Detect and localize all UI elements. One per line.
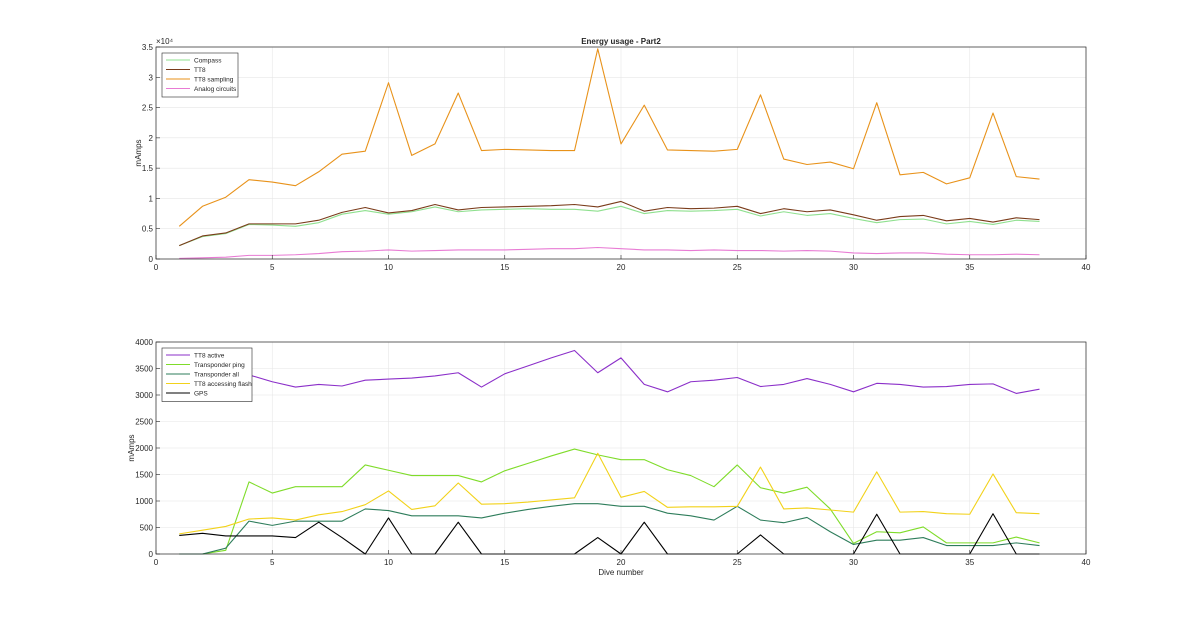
y-tick-label: 500	[140, 524, 154, 533]
legend-label-gps: GPS	[194, 390, 208, 397]
y-tick-label: 2500	[135, 418, 153, 427]
y-tick-label: 0	[149, 550, 154, 559]
series-line-compass	[179, 205, 1040, 247]
legend-label-tt8-active: TT8 active	[194, 352, 225, 359]
chart-title: Energy usage - Part2	[581, 37, 661, 46]
x-tick-label: 35	[965, 263, 974, 272]
x-tick-label: 15	[500, 558, 509, 567]
legend: Compass TT8 TT8 sampling Analog circuits	[161, 52, 239, 98]
series-line-tt8-sampling	[178, 48, 1040, 227]
x-axis-label: Dive number	[598, 568, 644, 577]
x-tick-label: 20	[617, 558, 626, 567]
y-exponent-label: ×10⁴	[156, 37, 174, 46]
legend-label-compass: Compass	[194, 57, 222, 64]
y-tick-label: 2.5	[142, 104, 154, 113]
legend-label-tt8-sampling: TT8 sampling	[194, 76, 234, 83]
y-tick-label: 1500	[135, 471, 153, 480]
legend-label-transponder-all: Transponder all	[194, 371, 239, 378]
series-line-transponder-all	[179, 503, 1040, 555]
y-axis-label: mAmps	[127, 434, 136, 461]
tick-labels: 0 5 10 15 20 25 30 35 40 0 500 1000 1500 2000 2500 3000…	[135, 338, 1091, 567]
y-tick-label: 0.5	[142, 225, 154, 234]
x-tick-label: 0	[154, 558, 159, 567]
y-tick-label: 2	[149, 134, 154, 143]
x-tick-label: 5	[270, 558, 275, 567]
series-line-tt8-accessing-flash	[179, 452, 1040, 535]
y-tick-label: 3.5	[142, 43, 154, 52]
x-tick-label: 30	[849, 558, 858, 567]
series-line-tt8-active	[179, 349, 1040, 399]
series-line-transponder-ping	[179, 448, 1040, 555]
current-draw-panel: 0 5 10 15 20 25 30 35 40 0 500 1000 1500 2000 2500 3000…	[127, 338, 1091, 577]
series-lines	[178, 48, 1040, 259]
x-tick-label: 10	[384, 558, 393, 567]
x-tick-label: 40	[1082, 263, 1091, 272]
y-tick-label: 4000	[135, 338, 153, 347]
y-tick-label: 0	[149, 255, 154, 264]
series-line-tt8	[179, 200, 1040, 247]
y-tick-label: 1	[149, 194, 154, 203]
y-axis-label: mAmps	[134, 139, 143, 166]
y-tick-label: 1000	[135, 497, 153, 506]
x-tick-label: 15	[500, 263, 509, 272]
x-tick-label: 25	[733, 558, 742, 567]
y-tick-label: 3500	[135, 365, 153, 374]
legend-label-tt8-accessing-flash: TT8 accessing flash	[194, 381, 252, 388]
x-tick-label: 35	[965, 558, 974, 567]
y-tick-label: 3	[149, 73, 154, 82]
legend-label-transponder-ping: Transponder ping	[194, 362, 245, 369]
x-tick-label: 20	[617, 263, 626, 272]
tick-labels: 0 5 10 15 20 25 30 35 40 0 0.5 1 1.5 2 2.5 3 3.5	[142, 43, 1091, 272]
y-tick-label: 2000	[135, 444, 153, 453]
y-tick-label: 1.5	[142, 164, 154, 173]
legend-label-analog-circuits: Analog circuits	[194, 86, 237, 93]
y-tick-label: 3000	[135, 391, 153, 400]
energy-usage-panel: 0 5 10 15 20 25 30 35 40 0 0.5 1 1.5 2 2.5 3 3.5 Energy …	[134, 37, 1091, 272]
x-tick-label: 0	[154, 263, 159, 272]
x-tick-label: 25	[733, 263, 742, 272]
legend: TT8 active Transponder ping Transponder al…	[161, 347, 253, 402]
series-line-analog-circuits	[179, 246, 1040, 259]
x-tick-label: 40	[1082, 558, 1091, 567]
series-line-gps	[179, 513, 1040, 555]
x-tick-label: 30	[849, 263, 858, 272]
series-lines	[179, 349, 1040, 555]
legend-label-tt8: TT8	[194, 67, 206, 74]
x-tick-label: 10	[384, 263, 393, 272]
x-tick-label: 5	[270, 263, 275, 272]
